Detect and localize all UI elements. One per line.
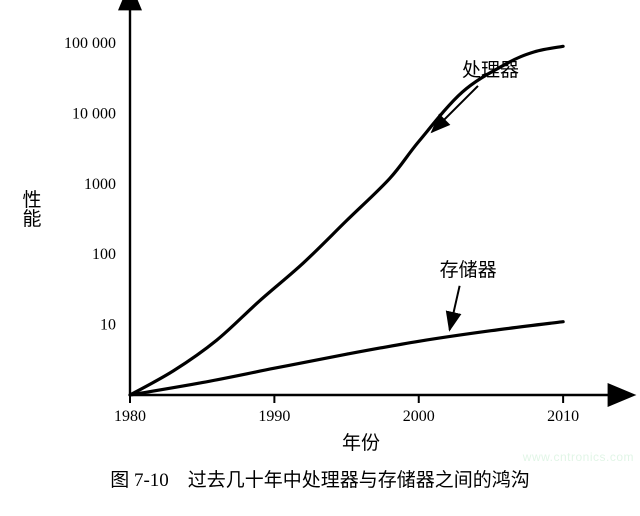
processor-label: 处理器	[462, 59, 519, 81]
svg-text:100 000: 100 000	[64, 35, 116, 52]
processor-curve	[130, 46, 563, 395]
x-ticks: 1980 1990 2000 2010	[114, 395, 579, 425]
memory-label: 存储器	[440, 259, 497, 281]
caption-text: 过去几十年中处理器与存储器之间的鸿沟	[188, 470, 530, 491]
svg-text:1000: 1000	[84, 176, 116, 193]
svg-text:1990: 1990	[258, 408, 290, 425]
y-ticks: 10 100 1000 10 000 100 000	[64, 35, 116, 334]
figure-caption: 图 7-10 过去几十年中处理器与存储器之间的鸿沟	[0, 465, 640, 492]
x-axis-label: 年份	[342, 432, 380, 454]
caption-prefix: 图 7-10	[110, 470, 169, 491]
svg-text:10: 10	[100, 317, 116, 334]
chart-svg: 1980199020002010 10100100010 000100 000 …	[0, 0, 640, 465]
svg-text:2010: 2010	[547, 408, 579, 425]
svg-text:10 000: 10 000	[72, 105, 116, 122]
svg-text:1980: 1980	[114, 408, 146, 425]
memory-arrow	[450, 286, 460, 330]
processor-arrow	[432, 86, 478, 132]
y-axis-label: 性能	[20, 189, 42, 227]
svg-text:100: 100	[92, 246, 116, 263]
chart-area: 1980199020002010 10100100010 000100 000 …	[0, 0, 640, 465]
svg-text:2000: 2000	[403, 408, 435, 425]
watermark: www.cntronics.com	[523, 450, 634, 464]
